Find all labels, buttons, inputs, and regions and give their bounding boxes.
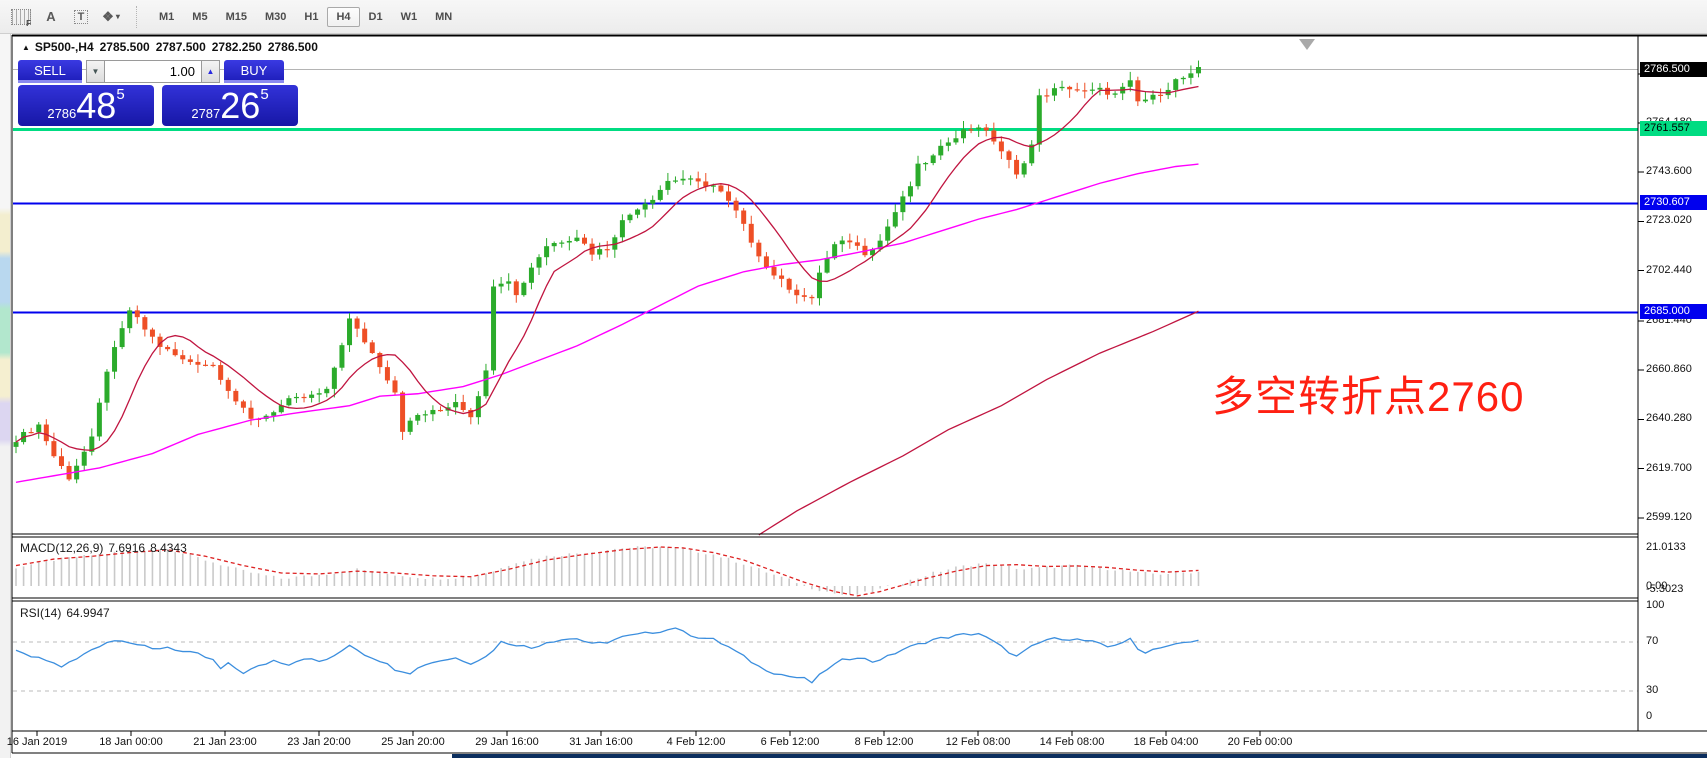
timeframe-button-H1[interactable]: H1 — [304, 10, 319, 23]
time-label: 16 Jan 2019 — [6, 736, 68, 748]
price-tick: 2660.860 — [1646, 363, 1692, 376]
timeframe-button-M15[interactable]: M15 — [225, 10, 247, 23]
toolbar: F A T ❖ ▾ M1 M5 M15 M30 H1 H4 D1 W1 MN — [0, 0, 1707, 34]
toolbar-separator — [136, 5, 138, 28]
collapse-arrow-icon[interactable]: ▲ — [22, 43, 30, 52]
volume-increase-button[interactable]: ▲ — [201, 60, 220, 83]
price-tick: 2743.600 — [1646, 165, 1692, 178]
macd-signal-value: 8.4343 — [150, 541, 187, 555]
timeframe-button-H4[interactable]: H4 — [327, 6, 360, 27]
price-tick: 2599.120 — [1646, 510, 1692, 523]
candles — [13, 60, 1201, 484]
volume-decrease-button[interactable]: ▼ — [86, 60, 105, 83]
indicator-grid-icon[interactable]: F — [8, 5, 34, 29]
ohlc-close: 2786.500 — [267, 40, 318, 54]
macd-scale-21.0133: 21.0133 — [1646, 540, 1686, 553]
window-bottom-edge — [452, 754, 1707, 758]
price-tick: 2640.280 — [1646, 412, 1692, 425]
price-badge-2730.607[interactable]: 2730.607 — [1640, 195, 1707, 211]
timeframe-button-D1[interactable]: D1 — [368, 10, 383, 23]
time-label: 12 Feb 08:00 — [945, 736, 1011, 748]
price-tick: 2702.440 — [1646, 263, 1692, 276]
macd-pane[interactable] — [15, 546, 1200, 597]
timeframe-button-M5[interactable]: M5 — [192, 10, 208, 23]
macd-scale--5.3023: -5.3023 — [1646, 583, 1684, 595]
price-tick: 2619.700 — [1646, 461, 1692, 474]
price-badge-2786.500[interactable]: 2786.500 — [1640, 61, 1707, 77]
buy-price-panel[interactable]: 2787 26 5 — [162, 85, 298, 126]
rsi-scale-30: 30 — [1646, 684, 1659, 696]
time-label: 21 Jan 23:00 — [193, 736, 257, 748]
time-label: 25 Jan 20:00 — [381, 736, 445, 748]
price-badge-2685.000[interactable]: 2685.000 — [1640, 304, 1707, 320]
rsi-scale-100: 100 — [1646, 599, 1665, 611]
ma-magenta[interactable] — [15, 163, 1199, 483]
ohlc-high: 2787.500 — [155, 40, 206, 54]
ohlc-open: 2785.500 — [99, 40, 150, 54]
text-label-icon[interactable]: T — [68, 5, 94, 29]
rsi-line[interactable] — [15, 627, 1199, 684]
buy-button[interactable]: BUY — [224, 60, 284, 83]
time-label: 14 Feb 08:00 — [1039, 736, 1105, 748]
timeframe-buttons: M1 M5 M15 M30 H1 H4 D1 W1 MN — [150, 6, 461, 27]
time-label: 20 Feb 00:00 — [1227, 736, 1293, 748]
volume-input[interactable] — [105, 60, 201, 83]
rsi-scale-0: 0 — [1646, 710, 1653, 722]
macd-scale-0.00: 0.00 — [1646, 580, 1668, 592]
chart-title: ▲ SP500-,H4 2785.500 2787.500 2782.250 2786.5… — [22, 40, 324, 54]
time-label: 18 Feb 04:00 — [1133, 736, 1199, 748]
rsi-scale-70: 70 — [1646, 635, 1659, 647]
market-watch-edge-strip[interactable] — [0, 34, 11, 758]
volume-stepper: ▼ ▲ — [86, 60, 220, 83]
rsi-label: RSI(14) 64.9947 — [20, 606, 110, 620]
ma-long[interactable] — [758, 310, 1199, 536]
sell-price-big: 48 — [76, 85, 117, 126]
object-arrange-icon[interactable]: ❖ ▾ — [102, 8, 120, 24]
buy-price-sup: 5 — [260, 86, 269, 103]
rsi-pane[interactable] — [13, 627, 1638, 692]
sell-button[interactable]: SELL — [18, 60, 82, 83]
ohlc-low: 2782.250 — [211, 40, 262, 54]
chart-text-annotation[interactable]: 多空转折点2760 — [1212, 373, 1525, 420]
macd-main-value: 7.6916 — [108, 541, 146, 555]
buy-price-big: 26 — [220, 85, 261, 126]
time-label: 23 Jan 20:00 — [287, 736, 351, 748]
ma-fast[interactable] — [15, 85, 1199, 452]
timeframe-button-M1[interactable]: M1 — [159, 10, 175, 23]
time-label: 31 Jan 16:00 — [569, 736, 633, 748]
macd-signal-line[interactable] — [15, 546, 1199, 597]
rsi-value: 64.9947 — [66, 606, 110, 620]
one-click-trading-panel: SELL ▼ ▲ BUY 2786 48 5 2787 26 5 — [18, 60, 298, 126]
price-tick: 2723.020 — [1646, 214, 1692, 227]
price-pane[interactable] — [13, 60, 1638, 536]
time-label: 18 Jan 00:00 — [99, 736, 163, 748]
timeframe-button-M30[interactable]: M30 — [264, 10, 287, 23]
time-label: 4 Feb 12:00 — [666, 736, 726, 748]
timeframe-button-MN[interactable]: MN — [435, 10, 453, 23]
time-label: 6 Feb 12:00 — [760, 736, 820, 748]
price-badge-2761.557[interactable]: 2761.557 — [1640, 121, 1707, 137]
sell-price-sup: 5 — [116, 86, 125, 103]
chart-shift-marker-icon[interactable] — [1299, 39, 1315, 50]
time-label: 8 Feb 12:00 — [854, 736, 914, 748]
dropdown-caret-icon: ▾ — [115, 12, 120, 21]
text-a-icon[interactable]: A — [46, 9, 56, 24]
timeframe-button-W1[interactable]: W1 — [400, 10, 418, 23]
buy-price-prefix: 2787 — [191, 106, 221, 121]
symbol-label: SP500-,H4 — [34, 40, 94, 54]
sell-price-panel[interactable]: 2786 48 5 — [18, 85, 154, 126]
time-label: 29 Jan 16:00 — [475, 736, 539, 748]
macd-label: MACD(12,26,9) 7.6916 8.4343 — [20, 541, 187, 555]
sell-price-prefix: 2786 — [47, 106, 77, 121]
